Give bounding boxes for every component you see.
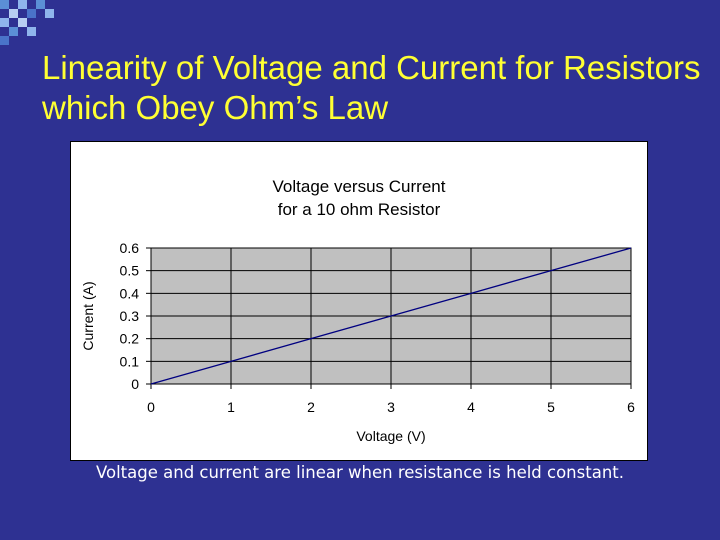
x-tick-label: 6 (627, 399, 635, 415)
chart-plot: 0 0.1 0.2 0.3 0.4 0.5 0.6 0 1 2 3 4 5 6 Voltage (V) Cur… (80, 240, 635, 444)
y-tick-label: 0.4 (120, 285, 140, 301)
chart-title: Voltage versus Current for a 10 ohm Resi… (71, 175, 647, 221)
x-tick-label: 4 (467, 399, 475, 415)
x-tick-label: 3 (387, 399, 395, 415)
slide-caption: Voltage and current are linear when resi… (95, 463, 624, 482)
y-tick-label: 0.6 (120, 240, 140, 256)
y-axis-label: Current (A) (80, 281, 96, 350)
chart-title-line-2: for a 10 ohm Resistor (277, 200, 441, 219)
x-tick-label: 1 (227, 399, 235, 415)
series-line (150, 247, 632, 385)
x-tick-label: 2 (307, 399, 315, 415)
y-tick-label: 0.1 (120, 353, 140, 369)
y-tick-label: 0.2 (120, 331, 140, 347)
x-axis-label: Voltage (V) (356, 428, 425, 444)
corner-decoration (0, 0, 60, 45)
chart: Voltage versus Current for a 10 ohm Resi… (70, 141, 648, 461)
y-tick-label: 0.3 (120, 308, 140, 324)
x-tick-label: 5 (547, 399, 555, 415)
chart-title-line-1: Voltage versus Current (272, 177, 446, 196)
y-tick-label: 0.5 (120, 263, 140, 279)
y-tick-label: 0 (131, 376, 139, 392)
x-tick-label: 0 (147, 399, 155, 415)
slide-title: Linearity of Voltage and Current for Res… (42, 49, 701, 126)
